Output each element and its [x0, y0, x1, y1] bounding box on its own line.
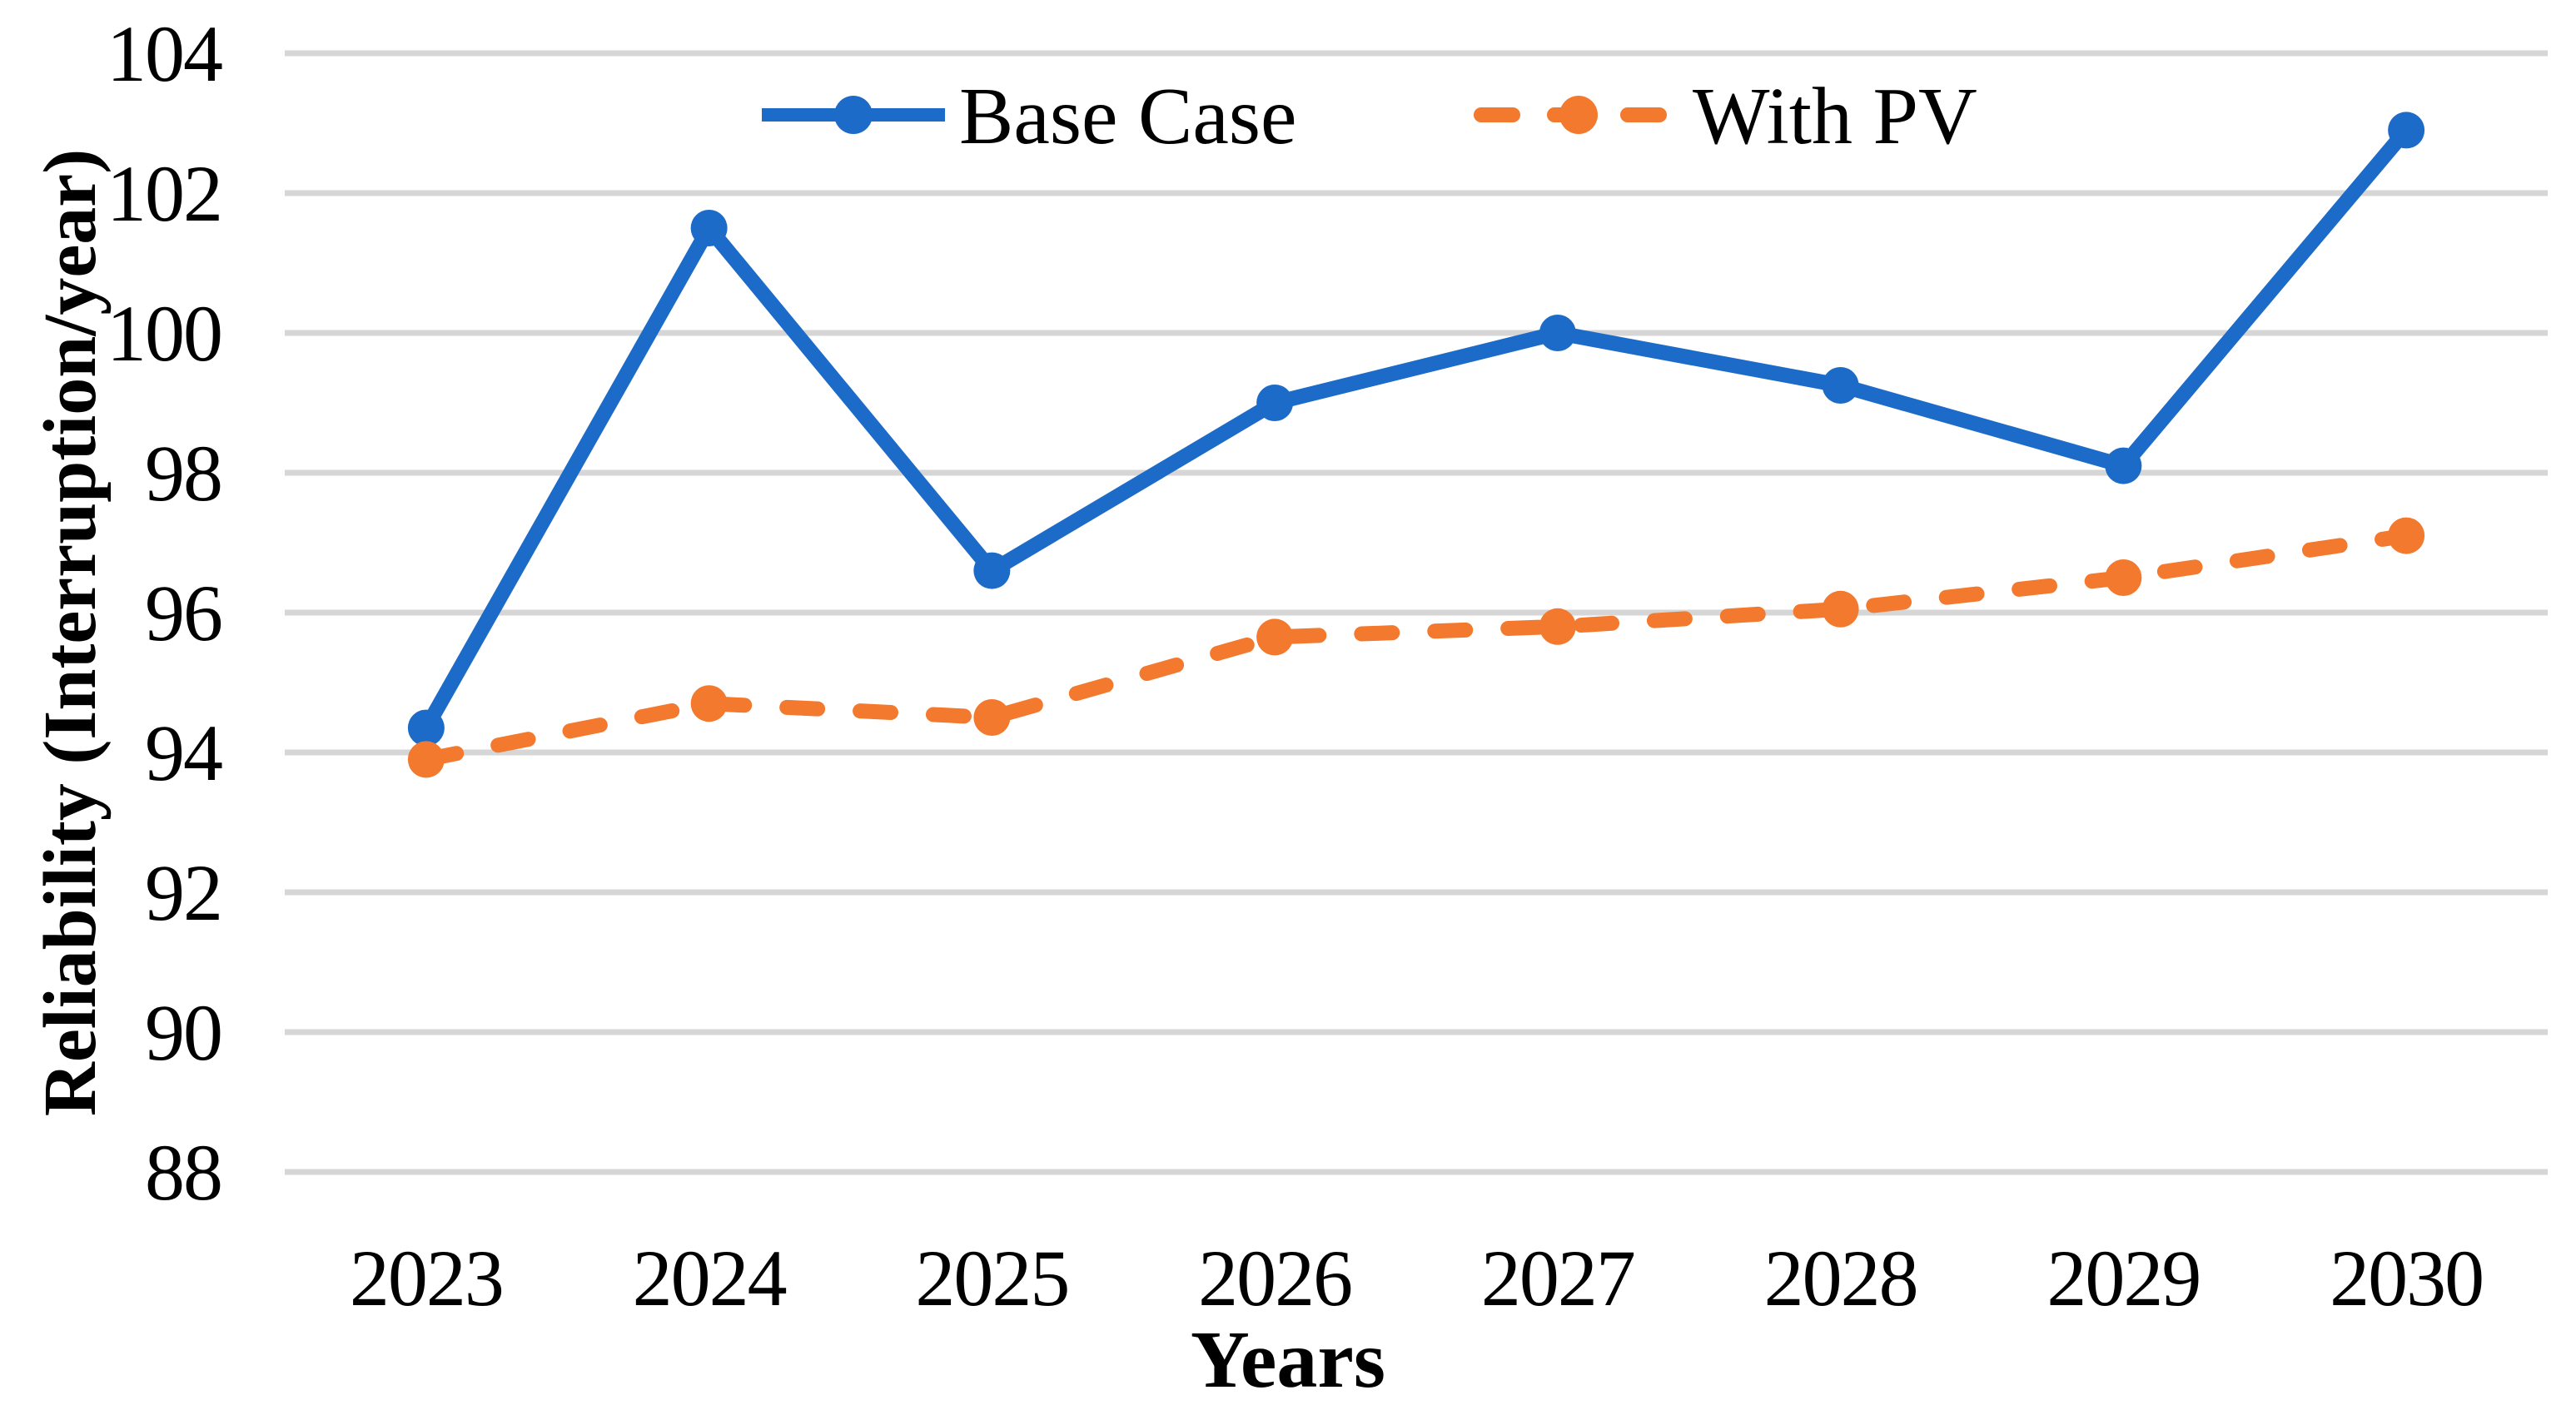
x-tick-label: 2030 [2330, 1234, 2483, 1323]
x-tick-label: 2025 [915, 1234, 1068, 1323]
data-point-marker [407, 709, 445, 747]
series-layer [407, 112, 2425, 778]
y-tick-label: 98 [145, 429, 221, 518]
gridlines [285, 50, 2548, 1175]
y-axis-tick-labels: 104 102 100 98 96 94 92 90 88 [107, 9, 224, 1217]
x-tick-label: 2028 [1764, 1234, 1917, 1323]
legend-item-base-case: Base Case [762, 72, 1297, 161]
data-point-marker [1539, 315, 1576, 351]
y-tick-label: 94 [145, 708, 222, 797]
x-tick-label: 2023 [350, 1234, 503, 1323]
y-tick-label: 96 [145, 568, 221, 658]
y-tick-label: 88 [145, 1128, 221, 1217]
legend: Base Case With PV [762, 72, 1977, 161]
x-tick-label: 2027 [1481, 1234, 1634, 1323]
legend-circle-marker-icon [1559, 96, 1598, 134]
x-axis-tick-labels: 2023 2024 2025 2026 2027 2028 2029 2030 [350, 1234, 2484, 1323]
data-point-marker [1539, 608, 1576, 645]
data-point-marker [407, 741, 445, 778]
series-line-base-case [420, 125, 2413, 732]
data-point-marker [973, 699, 1011, 736]
x-tick-label: 2029 [2046, 1234, 2200, 1323]
legend-item-with-pv: With PV [1474, 72, 1977, 161]
data-point-marker [973, 552, 1011, 589]
data-point-marker [1256, 385, 1294, 421]
data-point-marker [690, 685, 728, 722]
x-tick-label: 2026 [1198, 1234, 1351, 1323]
legend-label-with-pv: With PV [1693, 72, 1977, 161]
data-point-marker [2388, 112, 2425, 149]
data-point-marker [2105, 559, 2142, 596]
y-tick-label: 100 [107, 289, 221, 378]
data-point-marker [690, 210, 728, 246]
data-point-marker [1822, 590, 1859, 628]
data-point-marker [2388, 517, 2425, 554]
y-tick-label: 104 [107, 9, 222, 98]
data-point-marker [2105, 447, 2142, 484]
legend-circle-marker-icon [834, 96, 873, 134]
y-tick-label: 92 [145, 848, 221, 937]
x-tick-label: 2024 [633, 1234, 787, 1323]
data-point-marker [1256, 618, 1294, 656]
x-axis-title: Years [1191, 1315, 1385, 1405]
data-point-marker [1822, 367, 1859, 404]
legend-label-base-case: Base Case [959, 72, 1297, 161]
y-tick-label: 90 [145, 988, 221, 1077]
y-axis-title: Reliability (Interruption/year) [29, 149, 112, 1116]
y-tick-label: 102 [107, 149, 221, 238]
